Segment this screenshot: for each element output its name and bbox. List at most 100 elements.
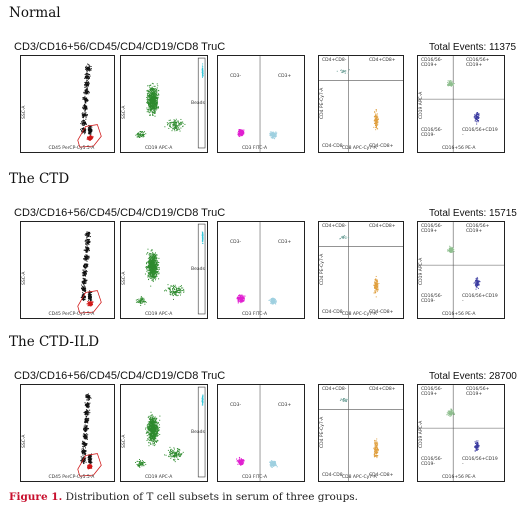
event-dot — [149, 93, 151, 95]
event-dot — [273, 302, 275, 304]
event-dot — [450, 247, 452, 249]
event-dot — [155, 94, 157, 96]
event-dot — [136, 136, 138, 138]
event-dot — [149, 268, 151, 270]
event-dot — [85, 279, 87, 281]
event-dot — [180, 292, 182, 294]
event-dot — [169, 287, 171, 289]
event-dot — [145, 266, 147, 268]
event-dot — [375, 286, 377, 288]
lymphocyte-gate — [77, 290, 102, 314]
event-dot — [477, 285, 479, 287]
event-dot — [83, 266, 85, 268]
event-dot — [88, 130, 90, 132]
event-dot — [85, 250, 87, 252]
event-dot — [154, 93, 156, 95]
event-dot — [155, 274, 157, 276]
event-dot — [143, 300, 145, 302]
event-dot — [154, 265, 156, 267]
event-dot — [154, 107, 156, 109]
event-dot — [154, 273, 156, 275]
event-dot — [151, 94, 153, 96]
event-dot — [85, 66, 87, 68]
event-dot — [175, 124, 177, 126]
event-dot — [154, 255, 156, 257]
event-dot — [152, 88, 154, 90]
event-dot — [86, 419, 87, 421]
event-dot — [453, 249, 455, 251]
event-dot — [183, 291, 185, 293]
event-dot — [86, 251, 88, 253]
event-dot — [82, 293, 84, 295]
event-dot — [149, 261, 151, 263]
event-dot — [82, 436, 84, 438]
event-dot — [84, 256, 86, 258]
event-dot — [473, 282, 475, 284]
event-dot — [240, 129, 242, 131]
event-dot — [81, 114, 83, 116]
event-dot — [86, 260, 88, 262]
event-dot — [478, 284, 480, 286]
event-dot — [84, 280, 86, 282]
event-dot — [340, 237, 342, 239]
event-dot — [171, 130, 173, 132]
event-dot — [239, 131, 241, 133]
event-dot — [146, 111, 148, 113]
event-dot — [85, 92, 87, 94]
event-dot — [82, 297, 84, 299]
event-dot — [148, 272, 150, 274]
event-dot — [155, 257, 157, 259]
event-dot — [449, 247, 451, 249]
event-dot — [178, 122, 180, 124]
event-dot — [153, 96, 155, 98]
event-dot — [81, 280, 83, 282]
event-dot — [172, 287, 174, 288]
event-dot — [344, 70, 346, 72]
event-dot — [173, 120, 175, 122]
event-dot — [86, 247, 88, 249]
event-dot — [139, 133, 141, 135]
event-dot — [342, 236, 344, 238]
event-dot — [374, 283, 376, 285]
event-dot — [174, 284, 176, 286]
event-dot — [373, 122, 375, 124]
event-dot — [202, 233, 204, 235]
event-dot — [476, 278, 478, 280]
event-dot — [237, 134, 239, 136]
event-dot — [86, 77, 88, 79]
event-dot — [273, 301, 275, 303]
event-dot — [83, 443, 85, 445]
event-dot — [147, 85, 149, 87]
event-dot — [153, 272, 155, 274]
event-dot — [84, 421, 86, 423]
y-axis-label: SSC-A — [122, 271, 127, 285]
group-title: The CTD-ILD — [9, 334, 100, 350]
event-dot — [84, 120, 86, 122]
event-dot — [275, 134, 277, 136]
event-dot — [241, 299, 243, 301]
event-dot — [141, 298, 143, 300]
event-dot — [84, 255, 86, 257]
event-dot — [139, 300, 141, 302]
event-dot — [152, 99, 154, 101]
quadrant-label-2: CD4+CD8+ — [369, 58, 396, 63]
event-dot — [174, 122, 176, 124]
event-dot — [147, 265, 149, 267]
event-dot — [87, 402, 89, 404]
event-dot — [154, 102, 156, 104]
event-dot — [154, 257, 156, 258]
event-dot — [174, 127, 176, 129]
event-dot — [477, 282, 479, 284]
event-dot — [87, 242, 89, 244]
event-dot — [176, 287, 177, 289]
event-dot — [238, 129, 240, 131]
event-dot — [85, 83, 87, 85]
event-dot — [239, 129, 241, 131]
event-dot — [88, 249, 90, 251]
event-dot — [85, 84, 87, 86]
event-dot — [270, 131, 272, 133]
event-dot — [153, 104, 155, 106]
event-dot — [174, 129, 176, 130]
event-dot — [177, 120, 179, 122]
event-dot — [242, 298, 244, 301]
